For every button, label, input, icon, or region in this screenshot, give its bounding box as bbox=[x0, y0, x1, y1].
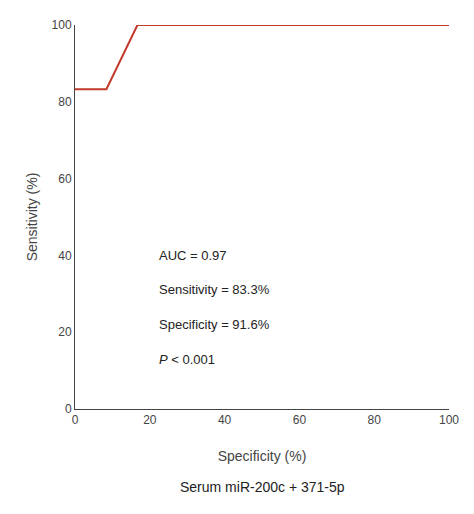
svg-text:0: 0 bbox=[65, 402, 72, 416]
svg-text:AUC = 0.97: AUC = 0.97 bbox=[159, 248, 227, 263]
svg-text:P < 0.001: P < 0.001 bbox=[159, 352, 215, 367]
svg-text:80: 80 bbox=[368, 413, 382, 427]
svg-text:0: 0 bbox=[72, 413, 79, 427]
svg-text:100: 100 bbox=[439, 413, 459, 427]
svg-text:60: 60 bbox=[58, 172, 72, 186]
svg-text:40: 40 bbox=[218, 413, 232, 427]
svg-text:60: 60 bbox=[293, 413, 307, 427]
svg-text:20: 20 bbox=[58, 325, 72, 339]
svg-text:Sensitivity = 83.3%: Sensitivity = 83.3% bbox=[159, 282, 270, 297]
svg-text:Specificity = 91.6%: Specificity = 91.6% bbox=[159, 317, 270, 332]
svg-text:80: 80 bbox=[58, 95, 72, 109]
svg-text:Sensitivity (%): Sensitivity (%) bbox=[24, 173, 40, 262]
svg-text:100: 100 bbox=[52, 18, 72, 32]
svg-text:40: 40 bbox=[58, 249, 72, 263]
svg-text:Specificity (%): Specificity (%) bbox=[218, 448, 307, 464]
svg-text:Serum miR-200c + 371-5p: Serum miR-200c + 371-5p bbox=[180, 479, 345, 495]
svg-text:20: 20 bbox=[143, 413, 157, 427]
